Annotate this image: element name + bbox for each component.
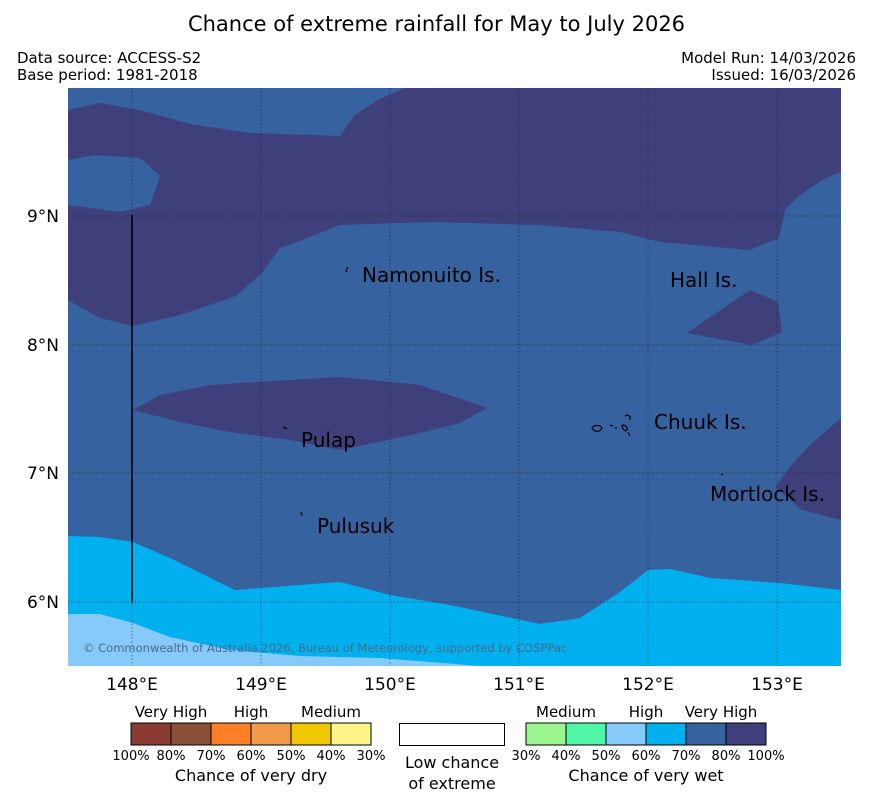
- lat-label-7: 7°N: [27, 464, 59, 484]
- neutral-legend-title: Low chance of extreme: [380, 752, 524, 794]
- dry-tick-100: 100%: [112, 749, 150, 764]
- place-mortlock: Mortlock Is.: [710, 482, 825, 506]
- wet-swatch: [525, 722, 567, 746]
- place-pulusuk: Pulusuk: [317, 514, 395, 538]
- lon-label-153: 153°E: [751, 675, 803, 695]
- wet-tick-50: 50%: [591, 749, 621, 764]
- wet-tick-100: 100%: [747, 749, 785, 764]
- place-hall: Hall Is.: [670, 268, 737, 292]
- island-outlines: [282, 266, 724, 517]
- map-title: Chance of extreme rainfall for May to Ju…: [187, 12, 686, 36]
- wet-cat-very-high: Very High: [684, 703, 758, 721]
- dry-cat-very-high: Very High: [134, 703, 208, 721]
- lon-label-151: 151°E: [493, 675, 545, 695]
- wet-swatch: [605, 722, 647, 746]
- dry-colorbar: [130, 722, 372, 746]
- neutral-swatch: [399, 723, 505, 746]
- axis-labels: 148°E 149°E 150°E 151°E 152°E 153°E 9°N …: [27, 207, 803, 695]
- dry-tick-50: 50%: [276, 749, 306, 764]
- wet-tick-30: 30%: [511, 749, 541, 764]
- zone-high-wet-nw-bubble: [68, 155, 160, 212]
- neutral-title-line1: Low chance: [404, 753, 500, 772]
- dry-tick-70: 70%: [196, 749, 226, 764]
- meta-right: Model Run: 14/03/2026 Issued: 16/03/2026: [681, 50, 856, 84]
- wet-cat-high: High: [628, 703, 664, 721]
- issued-text: Issued: 16/03/2026: [711, 66, 856, 84]
- graticule: [68, 88, 841, 666]
- dry-swatch: [330, 722, 372, 746]
- dry-swatch: [250, 722, 292, 746]
- place-labels: Namonuito Is. Hall Is. Pulap Chuuk Is. M…: [301, 263, 825, 538]
- zone-high-wet-nw: [68, 88, 405, 136]
- lat-label-8: 8°N: [27, 336, 59, 356]
- zone-very-high-east: [687, 290, 782, 345]
- lat-label-6: 6°N: [27, 593, 59, 613]
- model-run-text: Model Run: 14/03/2026: [681, 49, 856, 67]
- copyright-text: © Commonwealth of Australia 2026, Bureau…: [83, 641, 567, 655]
- zone-very-high-southeast: [775, 418, 841, 520]
- wet-colorbar: [525, 722, 767, 746]
- wet-tick-70: 70%: [671, 749, 701, 764]
- dry-cat-high: High: [233, 703, 269, 721]
- dry-tick-60: 60%: [236, 749, 266, 764]
- dry-tick-30: 30%: [356, 749, 386, 764]
- place-namonuito: Namonuito Is.: [362, 263, 501, 287]
- lat-label-9: 9°N: [27, 207, 59, 227]
- base-period-text: Base period: 1981-2018: [17, 66, 198, 84]
- lon-label-152: 152°E: [622, 675, 674, 695]
- wet-swatch: [565, 722, 607, 746]
- dry-tick-40: 40%: [316, 749, 346, 764]
- zone-cyan-south: [68, 536, 841, 666]
- data-source-text: Data source: ACCESS-S2: [17, 49, 202, 67]
- zone-very-high-central: [133, 377, 487, 450]
- dry-swatch: [210, 722, 252, 746]
- wet-legend-title: Chance of very wet: [568, 766, 724, 785]
- dry-swatch: [290, 722, 332, 746]
- wet-swatch: [645, 722, 687, 746]
- place-pulap: Pulap: [301, 428, 356, 452]
- dry-cat-medium: Medium: [301, 703, 361, 721]
- wet-cat-medium: Medium: [536, 703, 596, 721]
- wet-tick-80: 80%: [711, 749, 741, 764]
- lon-label-150: 150°E: [364, 675, 416, 695]
- map-shading: [68, 88, 841, 666]
- dry-swatch: [170, 722, 212, 746]
- dry-swatch: [130, 722, 172, 746]
- wet-swatch: [725, 722, 767, 746]
- lon-label-149: 149°E: [235, 675, 287, 695]
- rainfall-map: Namonuito Is. Hall Is. Pulap Chuuk Is. M…: [27, 88, 841, 695]
- wet-tick-40: 40%: [551, 749, 581, 764]
- meta-left: Data source: ACCESS-S2 Base period: 1981…: [17, 50, 201, 84]
- neutral-title-line2: of extreme: [408, 774, 496, 793]
- wet-swatch: [685, 722, 727, 746]
- dry-tick-80: 80%: [156, 749, 186, 764]
- dry-legend-title: Chance of very dry: [174, 766, 328, 785]
- place-chuuk: Chuuk Is.: [654, 410, 747, 434]
- wet-tick-60: 60%: [631, 749, 661, 764]
- zone-lightblue-southwest: [68, 614, 480, 666]
- lon-label-148: 148°E: [106, 675, 158, 695]
